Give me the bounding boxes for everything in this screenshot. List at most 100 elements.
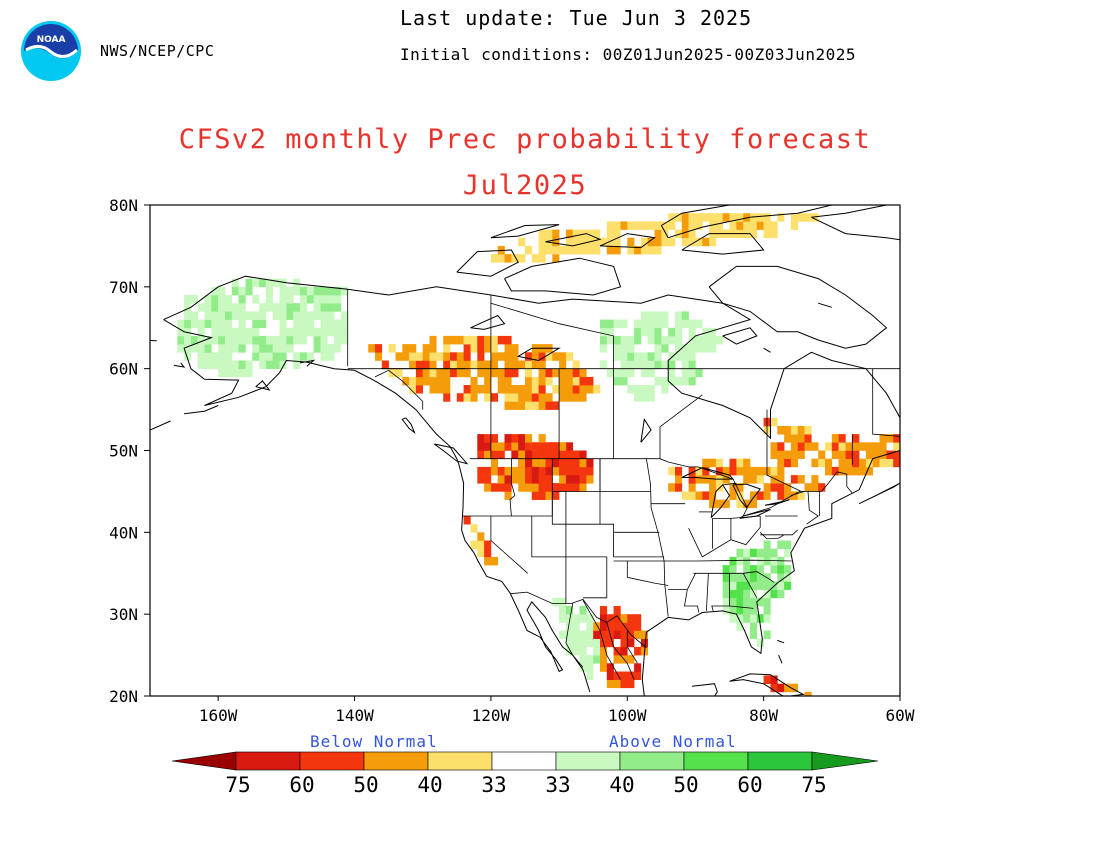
shade-cell [647, 352, 655, 361]
shade-cell [525, 352, 533, 361]
shade-cell [722, 499, 730, 509]
shade-cell [538, 466, 546, 476]
shade-cell [634, 221, 642, 230]
shade-cell [477, 475, 485, 484]
shade-cell [231, 327, 239, 337]
shade-cell [204, 335, 212, 345]
shade-cell [688, 352, 696, 361]
shade-cell [238, 344, 246, 353]
shade-cell [245, 278, 253, 288]
shade-cell [756, 581, 764, 590]
shade-cell [545, 368, 553, 378]
shade-cell [750, 573, 758, 582]
shade-cell [477, 548, 485, 558]
boundary-line [626, 561, 669, 586]
shade-cell [504, 393, 512, 402]
shade-cell [334, 344, 342, 353]
boundary-line [374, 369, 424, 410]
shade-cell [259, 303, 267, 312]
shade-cell [572, 385, 580, 394]
shade-cell [804, 434, 812, 443]
shade-cell [675, 335, 683, 345]
shade-cell [681, 344, 689, 353]
shade-cell [211, 311, 219, 320]
shade-cell [634, 393, 642, 402]
shade-cell [784, 458, 792, 468]
shade-cell [586, 385, 594, 394]
shade-cell [654, 335, 662, 345]
shade-cell [429, 385, 437, 394]
shade-cell [675, 327, 683, 337]
lon-label: 160W [199, 706, 238, 725]
shade-cell [845, 450, 853, 459]
colorbar-tick: 75 [801, 773, 826, 797]
boundary-line [664, 559, 792, 562]
shade-cell [565, 646, 573, 656]
shade-cell [600, 630, 608, 639]
shade-cell [613, 622, 621, 631]
shade-cell [375, 352, 383, 361]
lat-label: 70N [109, 278, 138, 297]
colorbar-segment [427, 751, 493, 771]
shade-cell [756, 221, 764, 230]
shade-cell [565, 237, 573, 247]
shade-cell [756, 491, 764, 500]
shade-cell [756, 614, 764, 623]
shade-cell [572, 368, 580, 378]
shade-cell [429, 360, 437, 369]
shade-cell [552, 466, 560, 476]
shade-cell [579, 655, 587, 664]
shade-cell [327, 327, 335, 337]
shade-cell [790, 475, 798, 484]
shade-cell [218, 368, 226, 378]
shade-cell [893, 458, 900, 468]
shade-cell [436, 376, 444, 386]
shade-cell [763, 597, 771, 607]
shade-cell [688, 360, 696, 369]
shade-cell [525, 450, 533, 459]
shade-cell [770, 565, 778, 574]
shade-cell [456, 352, 464, 361]
shade-cell [511, 254, 519, 263]
shade-cell [293, 303, 301, 312]
shade-cell [681, 368, 689, 378]
shade-cell [681, 491, 689, 500]
shade-cell [231, 278, 239, 288]
shade-cell [300, 286, 308, 296]
shade-cell [545, 491, 553, 500]
shade-cell [681, 311, 689, 320]
shade-cell [743, 556, 751, 566]
shade-cell [177, 327, 185, 337]
shade-cell [600, 663, 608, 672]
shade-cell [565, 352, 573, 361]
boundary-line [565, 603, 584, 668]
shade-cell [497, 376, 505, 386]
political-boundaries [347, 289, 900, 680]
shade-cell [661, 319, 669, 329]
shade-cell [579, 606, 587, 615]
shade-cell [886, 434, 894, 443]
shade-cell [279, 335, 287, 345]
shade-cell [565, 622, 573, 631]
shade-cell [722, 597, 730, 607]
shade-cell [579, 450, 587, 459]
boundary-line [626, 630, 638, 664]
shade-cell [627, 335, 635, 345]
colorbar-segment [235, 751, 301, 771]
shade-cell [490, 442, 498, 451]
shade-cell [736, 458, 744, 468]
colorbar-segment [299, 751, 365, 771]
shade-cell [320, 311, 328, 320]
shade-cell [859, 442, 867, 451]
shade-cell [504, 360, 512, 369]
shade-cell [565, 630, 573, 639]
shade-cell [654, 229, 662, 239]
shade-cell [640, 393, 648, 402]
shade-cell [259, 352, 267, 361]
colorbar-segment [491, 751, 557, 771]
shade-cell [572, 360, 580, 369]
shade-cell [565, 483, 573, 492]
shade-cell [722, 606, 730, 615]
shade-cell [593, 622, 601, 631]
shade-cell [722, 213, 730, 222]
